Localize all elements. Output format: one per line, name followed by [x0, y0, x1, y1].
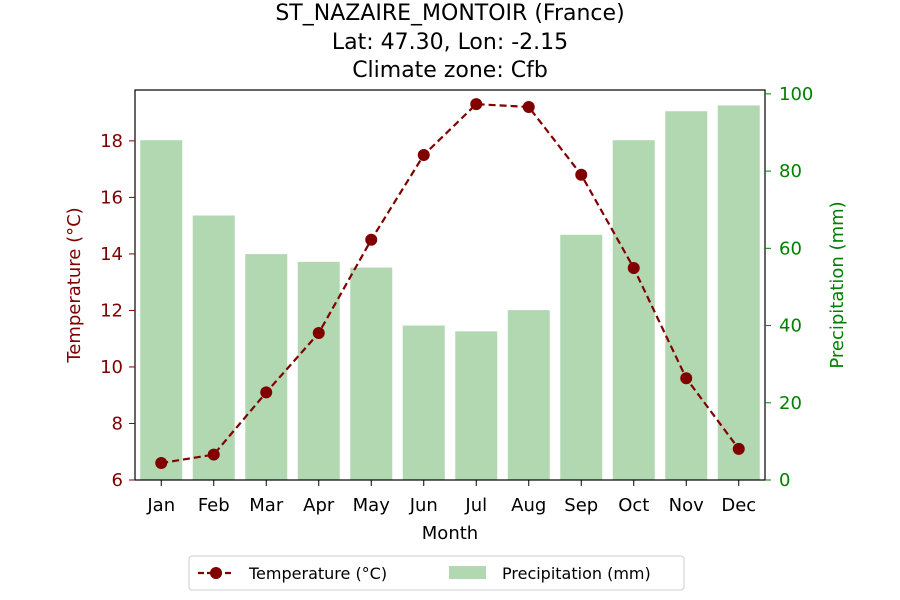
precipitation-tick-label: 20 [779, 393, 802, 414]
x-tick-label: Oct [618, 495, 649, 516]
precipitation-tick-label: 80 [779, 161, 802, 182]
x-tick-label: Mar [249, 495, 284, 516]
x-tick-label: Jul [464, 495, 487, 516]
legend: Temperature (°C) Precipitation (mm) [188, 555, 685, 591]
precipitation-tick-label: 100 [779, 84, 813, 105]
temperature-tick-label: 10 [100, 357, 123, 378]
precipitation-tick-label: 40 [779, 316, 802, 337]
precipitation-bar-feb [192, 215, 235, 480]
x-tick-label: Jan [146, 495, 175, 516]
chart-title-line-3: Climate zone: Cfb [352, 58, 548, 83]
temperature-point-aug [522, 100, 535, 113]
chart-title: ST_NAZAIRE_MONTOIR (France) Lat: 47.30, … [275, 1, 624, 83]
temperature-tick-label: 16 [100, 187, 123, 208]
temperature-point-may [365, 233, 378, 246]
temperature-point-feb [207, 448, 220, 461]
chart-title-line-2: Lat: 47.30, Lon: -2.15 [332, 30, 568, 55]
precipitation-bar-may [350, 267, 393, 480]
temperature-point-jul [470, 98, 483, 111]
precipitation-tick-label: 0 [779, 470, 790, 491]
plot-frame [134, 89, 766, 481]
temperature-tick-label: 12 [100, 300, 123, 321]
x-axis: Jan Feb Mar Apr May Jun Jul Aug Sep Oct Nov Dec [146, 480, 756, 516]
temperature-point-oct [627, 262, 640, 275]
precipitation-bar-jul [455, 331, 498, 480]
x-tick-label: May [353, 495, 391, 516]
temperature-point-sep [575, 168, 588, 181]
x-tick-label: Aug [511, 495, 546, 516]
temperature-point-mar [260, 386, 273, 399]
x-tick-label: Dec [721, 495, 756, 516]
temperature-tick-label: 8 [112, 413, 123, 434]
legend-temperature-label: Temperature (°C) [248, 564, 387, 583]
temperature-tick-label: 18 [100, 131, 123, 152]
temperature-point-dec [732, 442, 745, 455]
temperature-tick-label: 6 [112, 470, 123, 491]
legend-box [188, 555, 685, 591]
legend-precipitation-swatch [449, 566, 486, 579]
legend-temperature-marker [210, 567, 222, 579]
x-tick-label: Nov [669, 495, 704, 516]
precipitation-bar-apr [297, 261, 340, 480]
x-tick-label: Apr [303, 495, 335, 516]
temperature-axis-label: Temperature (°C) [64, 207, 85, 363]
precipitation-bar-oct [612, 140, 655, 481]
temperature-point-jun [417, 149, 430, 161]
temperature-axis: 6 8 10 12 14 16 18 [100, 131, 135, 491]
precipitation-tick-label: 60 [779, 238, 802, 259]
legend-precipitation-label: Precipitation (mm) [502, 564, 651, 583]
temperature-series [155, 98, 745, 470]
x-tick-label: Jun [409, 495, 438, 516]
precipitation-bar-jun [402, 325, 445, 480]
precipitation-bars [140, 105, 760, 481]
precipitation-bar-dec [717, 105, 760, 480]
precipitation-bar-sep [560, 234, 603, 480]
temperature-point-nov [680, 372, 693, 385]
temperature-tick-label: 14 [100, 244, 123, 265]
x-tick-label: Feb [198, 495, 230, 516]
temperature-point-jan [155, 457, 168, 470]
temperature-point-apr [312, 327, 325, 340]
temperature-line [161, 103, 740, 465]
x-tick-label: Sep [564, 495, 598, 516]
chart-title-line-1: ST_NAZAIRE_MONTOIR (France) [275, 1, 624, 26]
precipitation-bar-nov [665, 111, 708, 481]
precipitation-axis: 0 20 40 60 80 100 [765, 84, 813, 491]
precipitation-bar-aug [507, 310, 550, 480]
precipitation-bar-mar [245, 254, 288, 480]
x-axis-label: Month [422, 523, 478, 544]
precipitation-axis-label: Precipitation (mm) [827, 201, 848, 368]
precipitation-bar-jan [140, 140, 183, 481]
